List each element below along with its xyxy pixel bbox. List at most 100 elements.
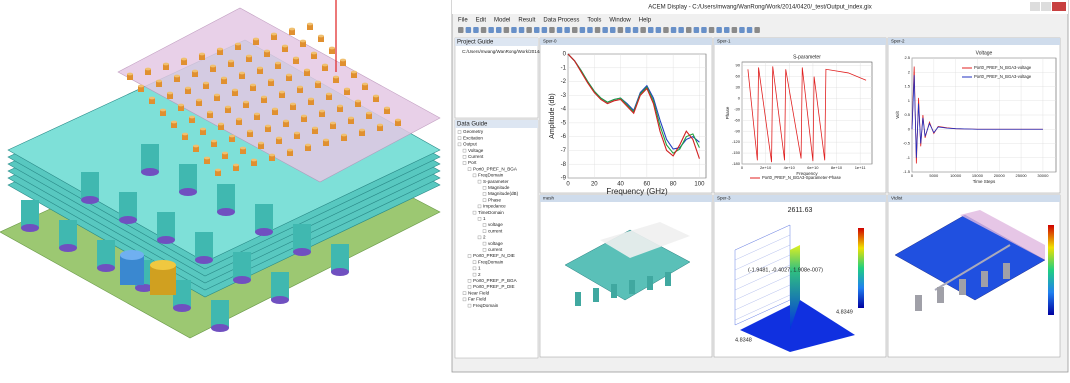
decoration: [384, 106, 390, 110]
decoration: [318, 36, 324, 42]
tree-item[interactable]: 2: [483, 235, 486, 240]
tree-item[interactable]: Far Field: [468, 297, 487, 302]
decoration: [693, 27, 700, 33]
tree-item[interactable]: Impedance: [483, 204, 506, 209]
tree-item[interactable]: Excitation: [463, 135, 483, 140]
decoration: [261, 97, 267, 103]
decoration: [734, 244, 791, 271]
decoration: [240, 146, 246, 150]
y-tick-label: 0: [908, 126, 911, 131]
decoration: [305, 145, 311, 151]
decoration: [366, 113, 372, 119]
x-tick-label: 60: [644, 182, 651, 188]
decoration: [297, 87, 303, 93]
decoration: [323, 138, 329, 142]
decoration: [236, 117, 242, 121]
menu-item[interactable]: Help: [639, 18, 652, 24]
tree-item[interactable]: 1: [478, 266, 481, 271]
tree-item[interactable]: voltage: [488, 222, 503, 227]
decoration: [960, 210, 1045, 260]
decoration: [232, 88, 238, 92]
tree-item[interactable]: Port0_PREF_N_DIE: [473, 253, 515, 258]
decoration: [308, 97, 314, 101]
decoration: [222, 153, 228, 159]
decoration: [304, 68, 310, 72]
decoration: [289, 29, 295, 35]
menu-item[interactable]: Window: [609, 18, 631, 24]
menu-item[interactable]: File: [458, 18, 468, 24]
y-tick-label: 0.5: [904, 112, 910, 117]
y-tick-label: -7: [561, 148, 567, 154]
decoration: [362, 82, 368, 86]
tree-item[interactable]: Voltage: [468, 148, 484, 153]
decoration: [225, 107, 231, 113]
decoration: [610, 27, 616, 33]
tree-item[interactable]: Magnitude: [488, 185, 510, 190]
tree-item[interactable]: voltage: [488, 241, 503, 246]
tree-item[interactable]: Port0_PREF_P_BGA: [473, 278, 518, 283]
tree-item[interactable]: Magnitude(dB): [488, 191, 519, 196]
tree-item[interactable]: FreqDomain: [478, 173, 504, 178]
subwindow-title: mesh: [543, 196, 555, 201]
decoration: [229, 136, 235, 142]
decoration: [1003, 263, 1010, 279]
decoration: [235, 42, 241, 46]
decoration: [734, 294, 791, 321]
series-line: [911, 75, 1043, 158]
panel-title: Project Guide: [457, 40, 494, 46]
tree-item[interactable]: Phase: [488, 197, 501, 202]
tree-item[interactable]: 1: [483, 216, 486, 221]
series-line: [567, 53, 700, 159]
y-tick-label: -3: [561, 93, 567, 99]
tree-item[interactable]: current: [488, 228, 503, 233]
decoration: [192, 71, 198, 77]
decoration: [193, 144, 199, 148]
tree-item[interactable]: Output: [463, 142, 478, 147]
decoration: [275, 63, 281, 69]
tree-item[interactable]: Current: [468, 154, 484, 159]
decoration: [193, 146, 199, 152]
tree-item[interactable]: Port0_PREF_P_DIE: [473, 284, 515, 289]
tree-item[interactable]: FreqDomain: [478, 259, 504, 264]
menu-item[interactable]: Data Process: [543, 18, 579, 24]
tree-item[interactable]: Port: [468, 160, 477, 165]
tree-item[interactable]: current: [488, 247, 503, 252]
tree-item[interactable]: FreqDomain: [473, 303, 499, 308]
decoration: [268, 80, 274, 86]
decoration: [167, 91, 173, 95]
decoration: [217, 184, 235, 212]
decoration: [714, 38, 886, 45]
decoration: [286, 73, 292, 77]
decoration: [217, 49, 223, 55]
decoration: [253, 37, 259, 41]
decoration: [257, 68, 263, 74]
tree-item[interactable]: Near Field: [468, 290, 490, 295]
decoration: [934, 244, 1011, 291]
x-tick-label: 25000: [1016, 173, 1028, 178]
menu-item[interactable]: Result: [518, 18, 535, 24]
decoration: [141, 144, 159, 172]
tree-item[interactable]: 2: [478, 272, 481, 277]
decoration: [462, 148, 467, 153]
menu-item[interactable]: Tools: [587, 18, 601, 24]
decoration: [362, 84, 368, 90]
tree-item[interactable]: Geometry: [463, 129, 484, 134]
board-model: [0, 0, 441, 339]
tree-item[interactable]: C:/Users/mwang/WanRong/Work/2014/0420: [462, 49, 551, 54]
decoration: [458, 27, 464, 33]
decoration: [300, 41, 306, 47]
decoration: [246, 56, 252, 62]
tree-item[interactable]: S-parameter: [483, 179, 509, 184]
menu-item[interactable]: Edit: [476, 18, 487, 24]
decoration: [467, 279, 472, 283]
menu-item[interactable]: Model: [494, 18, 510, 24]
x-tick-label: 0: [911, 173, 914, 178]
tree-item[interactable]: Port0_PREF_N_BGA: [473, 166, 518, 171]
tree-item[interactable]: TimeDomain: [478, 210, 504, 215]
decoration: [195, 232, 213, 260]
decoration: [480, 27, 487, 33]
decoration: [503, 27, 510, 33]
x-tick-label: 15000: [972, 173, 984, 178]
y-tick-label: 30: [736, 85, 741, 90]
decoration: [330, 123, 336, 129]
